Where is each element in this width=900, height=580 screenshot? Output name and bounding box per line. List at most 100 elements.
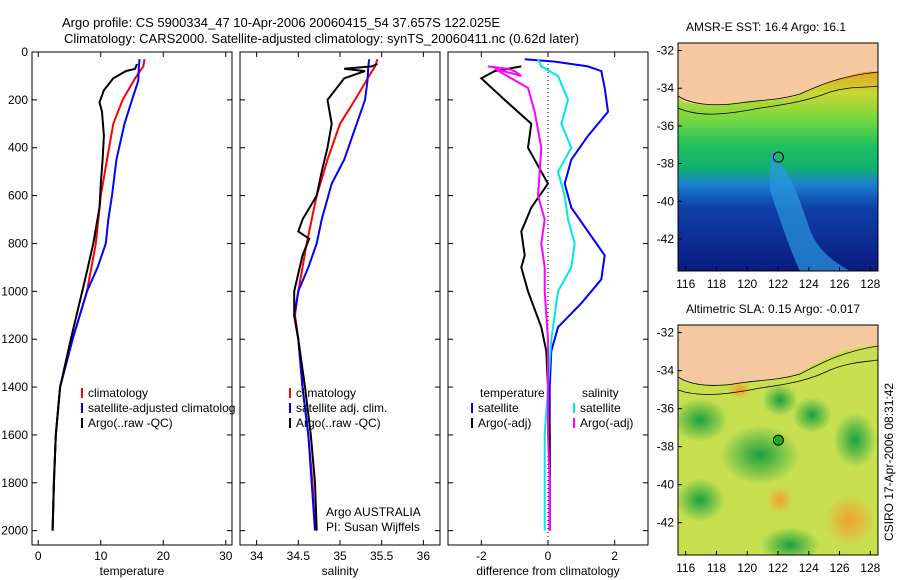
x-tick-label: 0 xyxy=(35,549,42,563)
sla-green-eddy xyxy=(792,397,832,433)
series-line xyxy=(524,58,610,531)
legend-entry: satellite adj. clim. xyxy=(296,401,387,415)
sla-map-title: Altimetric SLA: 0.15 Argo: -0.017 xyxy=(686,302,860,316)
series-line xyxy=(293,59,371,531)
sla-shelf-contour xyxy=(678,359,878,395)
x-tick-label: 30 xyxy=(219,549,233,563)
map-y-tick-label: -36 xyxy=(657,119,675,133)
y-tick-label: 800 xyxy=(8,236,28,250)
y-tick-label: 1600 xyxy=(1,428,28,442)
map-y-tick-label: -40 xyxy=(657,194,675,208)
y-tick-label: 2000 xyxy=(1,524,28,538)
x-axis-label: salinity xyxy=(322,564,359,578)
map-x-tick-label: 122 xyxy=(768,277,788,291)
legend-title-salinity: salinity xyxy=(582,386,619,400)
sst-shelf-contour xyxy=(678,85,878,115)
sla-orange-eddy xyxy=(728,380,752,400)
map-x-tick-label: 116 xyxy=(676,561,695,575)
legend-entry: satellite-adjusted climatolog xyxy=(88,401,235,415)
series-line xyxy=(293,63,378,531)
series-line xyxy=(487,65,551,531)
panel-frame xyxy=(31,51,233,546)
sla-map-panel: Altimetric SLA: 0.15 Argo: -0.017 116 118… xyxy=(657,302,881,575)
footer-vertical-stamp: CSIRO 17-Apr-2006 08:31:42 xyxy=(882,383,896,541)
sst-cold-tongue xyxy=(770,150,850,271)
sla-green-eddy xyxy=(720,425,800,485)
map-x-tick-label: 120 xyxy=(737,277,757,291)
sst-map-panel: AMSR-E SST: 16.4 Argo: 16.1 116 118 120 122… xyxy=(657,20,881,291)
y-tick-label: 1000 xyxy=(1,284,28,298)
y-tick-label: 1800 xyxy=(1,476,28,490)
sla-orange-eddy xyxy=(766,486,794,514)
figure-title-line2: Climatology: CARS2000. Satellite-adjuste… xyxy=(64,31,579,46)
x-tick-label: 0 xyxy=(545,549,552,563)
map-x-tick-label: 124 xyxy=(799,277,819,291)
legend-entry: satellite xyxy=(478,401,519,415)
map-x-tick-label: 126 xyxy=(830,277,850,291)
legend-title-temperature: temperature xyxy=(480,386,545,400)
y-tick-label: 200 xyxy=(8,93,28,107)
series-line xyxy=(537,58,576,531)
sst-coast-contour xyxy=(678,71,878,106)
x-tick-label: 34 xyxy=(250,549,264,563)
map-y-tick-label: -36 xyxy=(657,402,675,416)
legend-entry: Argo(..raw -QC) xyxy=(296,416,381,430)
annotation-argo-australia: Argo AUSTRALIA xyxy=(326,505,421,519)
y-tick-label: 0 xyxy=(21,45,28,59)
panel-frame xyxy=(447,51,649,546)
x-tick-label: 2 xyxy=(611,549,618,563)
sla-land xyxy=(678,325,878,385)
annotation-pi: PI: Susan Wijffels xyxy=(326,520,420,534)
y-tick-label: 600 xyxy=(8,189,28,203)
x-axis-label: temperature xyxy=(100,564,165,578)
map-y-tick-label: -40 xyxy=(657,478,675,492)
x-axis-label: difference from climatology xyxy=(476,564,619,578)
sst-argo-marker xyxy=(772,151,784,163)
map-y-tick-label: -38 xyxy=(657,440,675,454)
map-y-tick-label: -42 xyxy=(657,516,675,530)
map-y-tick-label: -38 xyxy=(657,157,675,171)
salinity-panel: 34 34.5 35 35.5 36 salinity climatologysatelli… xyxy=(239,51,441,578)
map-y-tick-label: -42 xyxy=(657,232,675,246)
x-tick-label: 36 xyxy=(417,549,431,563)
sla-green-eddy xyxy=(833,412,877,468)
map-y-tick-label: -32 xyxy=(657,326,675,340)
y-tick-label: 1200 xyxy=(1,332,28,346)
x-tick-label: 20 xyxy=(157,549,171,563)
sla-argo-marker xyxy=(772,434,784,446)
legend-entry: Argo(..raw -QC) xyxy=(88,416,173,430)
map-y-tick-label: -34 xyxy=(657,81,675,95)
sla-green-eddy xyxy=(678,398,728,442)
y-tick-label: 400 xyxy=(8,141,28,155)
x-tick-label: -2 xyxy=(476,549,487,563)
map-x-tick-label: 118 xyxy=(707,277,726,291)
sla-green-eddy xyxy=(678,478,725,522)
map-x-tick-label: 120 xyxy=(737,561,757,575)
sla-green-eddy xyxy=(760,527,820,555)
x-tick-label: 35 xyxy=(333,549,347,563)
map-x-tick-label: 116 xyxy=(676,277,695,291)
map-x-tick-label: 124 xyxy=(799,561,819,575)
legend-entry: Argo(-adj) xyxy=(478,416,531,430)
panel-frame xyxy=(239,51,441,546)
legend-entry: Argo(-adj) xyxy=(580,416,633,430)
map-x-tick-label: 128 xyxy=(860,561,880,575)
figure-title-line1: Argo profile: CS 5900334_47 10-Apr-2006 … xyxy=(62,15,500,30)
map-y-tick-label: -32 xyxy=(657,44,675,58)
x-tick-label: 35.5 xyxy=(370,549,394,563)
temperature-panel: 0 10 20 30 0 200 400 600 800 1000 1200 1400 1600 1800… xyxy=(1,45,235,578)
sla-coast-contour xyxy=(678,345,878,386)
sst-land xyxy=(678,43,878,105)
sla-green-eddy xyxy=(762,384,798,416)
legend-entry: satellite xyxy=(580,401,621,415)
map-y-tick-label: -34 xyxy=(657,364,675,378)
map-x-tick-label: 126 xyxy=(830,561,850,575)
x-tick-label: 10 xyxy=(94,549,108,563)
sst-map-title: AMSR-E SST: 16.4 Argo: 16.1 xyxy=(686,20,846,34)
legend-entry: climatology xyxy=(88,386,148,400)
sla-orange-eddy xyxy=(824,494,876,546)
map-x-tick-label: 118 xyxy=(707,561,726,575)
legend-entry: climatology xyxy=(296,386,356,400)
